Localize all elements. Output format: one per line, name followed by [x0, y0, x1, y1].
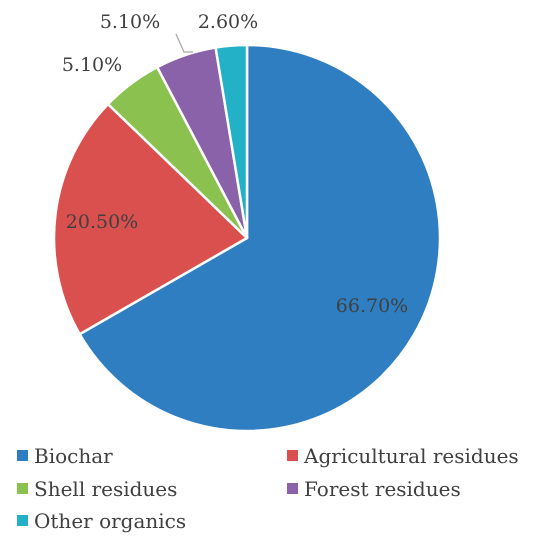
legend-swatch-other-organics [17, 515, 28, 526]
data-label-other-organics: 2.60% [198, 11, 258, 33]
slice-biochar [78, 43, 442, 433]
legend-label-shell-residues: Shell residues [34, 477, 177, 501]
slice-other-organics [214, 43, 249, 240]
legend-swatch-forest-residues [287, 483, 298, 494]
data-label-forest-residues: 5.10% [100, 11, 160, 33]
leader-line-forest-residues [175, 33, 193, 53]
legend-label-biochar: Biochar [34, 444, 113, 468]
pie-slices [52, 43, 442, 433]
legend-swatch-agricultural-residues [287, 450, 298, 461]
legend-swatch-shell-residues [17, 483, 28, 494]
data-label-biochar: 66.70% [336, 295, 408, 317]
data-labels: 66.70% 20.50% 5.10% 5.10% 2.60% [62, 11, 408, 317]
legend-swatch-biochar [17, 450, 28, 461]
data-label-shell-residues: 5.10% [62, 54, 122, 76]
legend-label-other-organics: Other organics [34, 509, 186, 533]
legend: Biochar Agricultural residues Shell residu… [17, 444, 519, 533]
legend-label-forest-residues: Forest residues [304, 477, 461, 501]
data-label-agricultural-residues: 20.50% [66, 211, 138, 233]
leader-lines [175, 33, 193, 53]
legend-label-agricultural-residues: Agricultural residues [303, 444, 519, 468]
slice-agricultural-residues [52, 102, 249, 336]
